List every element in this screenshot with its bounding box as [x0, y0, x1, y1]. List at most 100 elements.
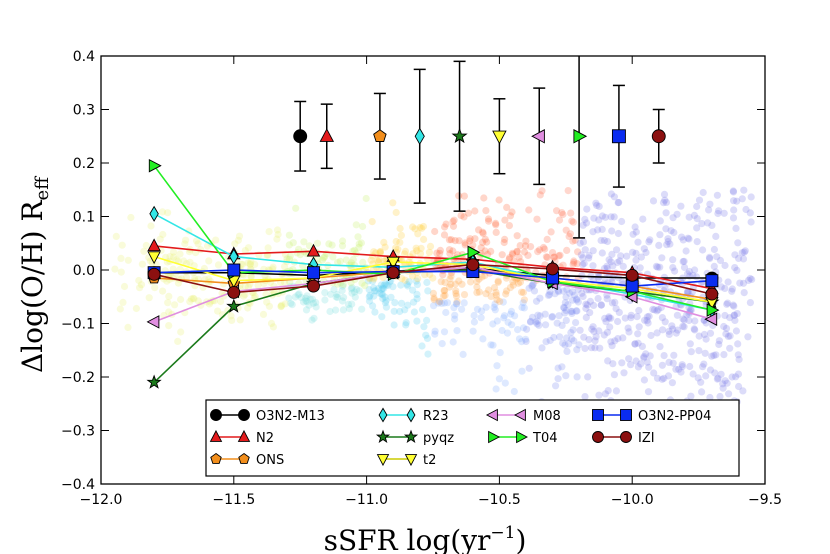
- scatter-point: [348, 300, 356, 308]
- scatter-point: [244, 304, 252, 312]
- scatter-point: [402, 321, 410, 329]
- y-axis-title-main: Δlog(O/H) R: [16, 200, 49, 374]
- scatter-point: [566, 230, 575, 238]
- scatter-point: [532, 318, 540, 326]
- scatter-point: [452, 287, 460, 295]
- scatter-point: [345, 305, 353, 313]
- scatter-point: [734, 340, 742, 348]
- scatter-point: [440, 231, 449, 239]
- scatter-point: [118, 241, 126, 249]
- scatter-point: [513, 247, 521, 255]
- scatter-point: [174, 279, 182, 287]
- scatter-point: [473, 277, 481, 286]
- scatter-point: [662, 225, 670, 233]
- scatter-point: [269, 323, 277, 331]
- scatter-point: [404, 282, 412, 290]
- scatter-point: [559, 339, 567, 347]
- scatter-point: [471, 235, 479, 243]
- scatter-point: [570, 257, 578, 265]
- data-point: [307, 279, 320, 293]
- scatter-point: [380, 281, 388, 289]
- scatter-point: [643, 358, 651, 366]
- scatter-point: [603, 262, 611, 270]
- legend-label: IZI: [638, 431, 655, 446]
- scatter-point: [246, 260, 254, 269]
- scatter-point: [611, 337, 619, 345]
- scatter-point: [278, 301, 286, 309]
- scatter-point: [439, 271, 447, 279]
- scatter-point: [505, 255, 513, 263]
- scatter-point: [548, 313, 556, 321]
- scatter-point: [505, 222, 513, 230]
- scatter-point: [645, 238, 653, 246]
- data-point: [625, 268, 639, 282]
- scatter-point: [111, 265, 119, 273]
- scatter-point: [450, 216, 458, 224]
- scatter-point: [470, 311, 478, 320]
- scatter-point: [720, 351, 728, 359]
- scatter-point: [338, 297, 347, 305]
- scatter-point: [627, 311, 635, 319]
- scatter-point: [416, 223, 424, 232]
- scatter-point: [711, 369, 719, 377]
- scatter-point: [267, 319, 276, 327]
- scatter-point: [673, 311, 682, 319]
- scatter-point: [235, 232, 244, 240]
- scatter-point: [555, 312, 563, 320]
- scatter-point: [634, 238, 642, 246]
- scatter-point: [578, 271, 586, 280]
- scatter-point: [573, 373, 581, 381]
- scatter-point: [715, 337, 724, 345]
- scatter-point: [286, 252, 294, 260]
- scatter-point: [719, 380, 727, 388]
- scatter-point: [423, 334, 432, 342]
- scatter-point: [704, 219, 712, 227]
- scatter-point: [560, 303, 568, 311]
- scatter-point: [747, 193, 755, 201]
- scatter-point: [596, 344, 604, 352]
- legend-marker: [375, 429, 391, 443]
- legend-entry: pyqz: [375, 429, 454, 446]
- scatter-point: [636, 264, 644, 272]
- scatter-point: [246, 260, 254, 268]
- scatter-point: [522, 237, 530, 245]
- scatter-point: [582, 313, 590, 322]
- scatter-point: [277, 303, 285, 311]
- scatter-point: [726, 344, 734, 352]
- scatter-point: [733, 197, 741, 205]
- scatter-point: [458, 280, 466, 288]
- scatter-point: [677, 202, 685, 210]
- scatter-point: [536, 191, 544, 199]
- scatter-point: [336, 257, 344, 265]
- scatter-point: [482, 290, 490, 298]
- scatter-point: [640, 376, 649, 384]
- scatter-point: [632, 357, 640, 365]
- scatter-point: [619, 334, 627, 342]
- scatter-point: [469, 327, 477, 335]
- scatter-point: [135, 276, 143, 285]
- scatter-point: [699, 188, 707, 197]
- scatter-point: [164, 209, 172, 217]
- scatter-point: [392, 208, 400, 217]
- scatter-point: [682, 247, 690, 255]
- scatter-point: [365, 293, 373, 301]
- y-tick-label: −0.1: [61, 317, 95, 333]
- scatter-point: [573, 346, 581, 354]
- scatter-point: [730, 206, 738, 214]
- scatter-point: [562, 372, 570, 380]
- scatter-point: [347, 259, 356, 267]
- scatter-point: [309, 299, 317, 307]
- scatter-point: [475, 288, 483, 296]
- scatter-point: [730, 302, 738, 310]
- scatter-point: [574, 298, 582, 306]
- scatter-point: [726, 314, 734, 322]
- scatter-point: [721, 311, 729, 320]
- scatter-point: [189, 294, 197, 302]
- scatter-point: [402, 319, 410, 327]
- scatter-point: [410, 308, 418, 316]
- scatter-point: [733, 310, 741, 318]
- scatter-point: [716, 392, 724, 401]
- scatter-point: [585, 254, 593, 262]
- scatter-point: [533, 215, 541, 223]
- scatter-point: [608, 250, 616, 258]
